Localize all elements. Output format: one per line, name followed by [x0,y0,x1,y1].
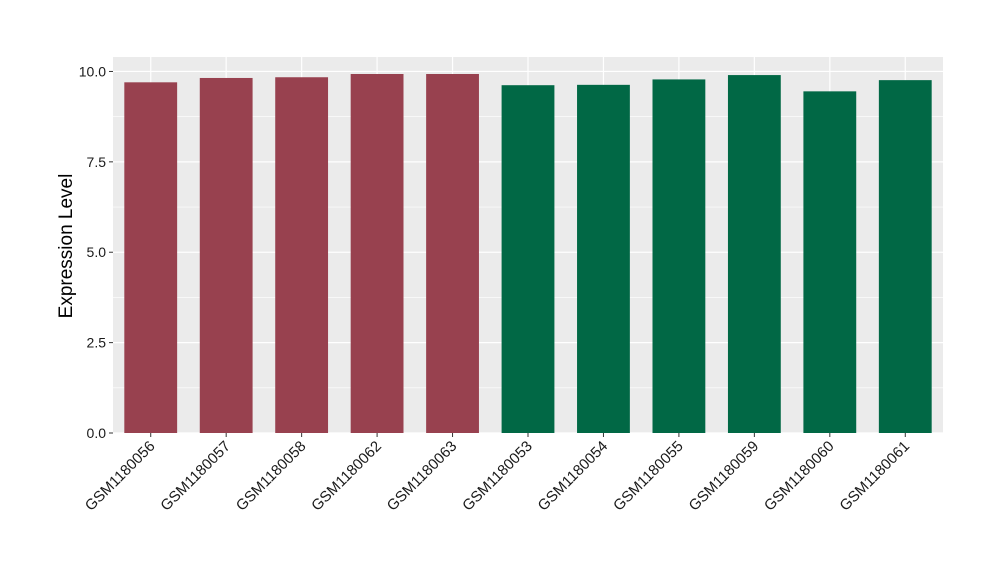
y-axis: 0.0 2.5 5.0 7.5 10.0 [79,63,113,441]
bars-group [124,73,932,434]
y-tick-label: 5.0 [87,244,107,260]
bar-gsm1180053 [501,85,555,433]
x-tick-label: GSM1180058 [233,438,310,515]
x-tick-label: GSM1180061 [836,438,913,515]
bar-gsm1180060 [803,91,857,433]
y-axis-title: Expression Level [56,174,77,319]
x-tick-label: GSM1180053 [459,438,536,515]
x-tick-label: GSM1180059 [686,438,763,515]
y-tick-label: 7.5 [87,154,107,170]
bar-gsm1180055 [652,79,706,434]
x-tick-label: GSM1180055 [610,438,687,515]
x-tick-label: GSM1180063 [384,438,461,515]
x-tick-label: GSM1180054 [535,438,612,515]
bar-gsm1180054 [577,84,630,433]
bar-gsm1180058 [275,77,329,433]
x-tick-label: GSM1180060 [761,438,838,515]
bar-gsm1180063 [426,73,479,433]
x-tick-label: GSM1180062 [308,438,385,515]
x-tick-label: GSM1180056 [82,438,159,515]
y-tick-label: 0.0 [87,425,107,441]
x-axis: GSM1180056GSM1180057GSM1180058GSM1180062… [82,433,913,514]
bar-gsm1180062 [350,73,404,433]
bar-gsm1180056 [124,82,178,434]
y-tick-label: 2.5 [87,335,107,351]
x-tick-label: GSM1180057 [157,438,234,515]
bar-gsm1180061 [878,80,932,433]
bar-gsm1180059 [727,75,781,434]
bar-gsm1180057 [199,77,253,433]
y-tick-label: 10.0 [79,63,106,79]
